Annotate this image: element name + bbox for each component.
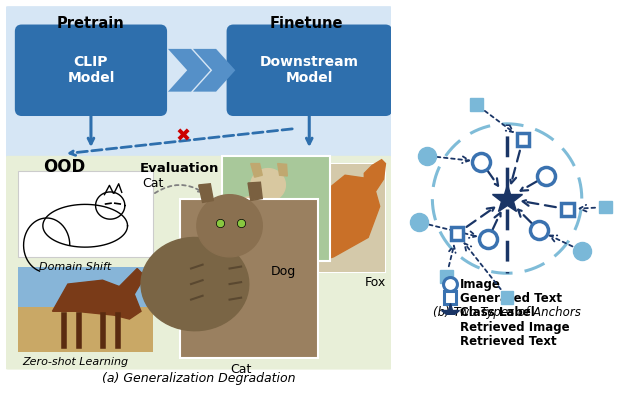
Bar: [444, 291, 456, 304]
Bar: [470, 98, 483, 111]
Text: Cat: Cat: [142, 177, 163, 190]
Text: Image: Image: [460, 278, 501, 291]
FancyBboxPatch shape: [180, 199, 318, 358]
FancyBboxPatch shape: [228, 25, 391, 115]
FancyBboxPatch shape: [18, 171, 153, 257]
Polygon shape: [197, 195, 262, 257]
Polygon shape: [193, 49, 235, 92]
Bar: [501, 291, 513, 303]
Bar: [440, 270, 453, 283]
Text: Downstream
Model: Downstream Model: [260, 55, 359, 85]
Text: Cat: Cat: [230, 362, 252, 376]
Text: CLIP
Model: CLIP Model: [67, 55, 115, 85]
Text: Retrieved Text: Retrieved Text: [460, 335, 557, 348]
FancyBboxPatch shape: [4, 6, 393, 160]
FancyBboxPatch shape: [18, 267, 153, 352]
Text: Finetune: Finetune: [270, 16, 343, 31]
Text: Generated Text: Generated Text: [460, 292, 562, 305]
Polygon shape: [114, 268, 145, 300]
Polygon shape: [251, 168, 285, 201]
Text: Dog: Dog: [271, 265, 296, 278]
Bar: [516, 133, 529, 146]
Text: Pretrain: Pretrain: [57, 16, 125, 31]
Text: OOD: OOD: [43, 158, 85, 176]
Text: Horse: Horse: [146, 270, 183, 283]
Polygon shape: [251, 163, 262, 177]
Text: ID: ID: [299, 158, 319, 176]
Text: (b) Two Types of Anchors: (b) Two Types of Anchors: [433, 306, 581, 319]
FancyBboxPatch shape: [4, 156, 393, 370]
FancyBboxPatch shape: [222, 156, 330, 261]
Polygon shape: [307, 175, 380, 265]
Bar: [599, 201, 612, 214]
Text: (a) Generalization Degradation: (a) Generalization Degradation: [102, 372, 295, 385]
Text: ✖: ✖: [176, 127, 191, 145]
Bar: [451, 227, 463, 240]
Polygon shape: [278, 163, 287, 176]
FancyBboxPatch shape: [284, 163, 386, 273]
Polygon shape: [364, 160, 386, 191]
Polygon shape: [199, 184, 213, 202]
Polygon shape: [53, 280, 141, 319]
Text: Domain Shift: Domain Shift: [39, 262, 111, 272]
Text: Class Label: Class Label: [460, 306, 535, 319]
Text: Zero-shot Learning: Zero-shot Learning: [23, 357, 128, 367]
Polygon shape: [141, 237, 249, 331]
Bar: [444, 334, 456, 347]
FancyBboxPatch shape: [16, 25, 166, 115]
Text: Retrieved Image: Retrieved Image: [460, 321, 570, 334]
Polygon shape: [168, 49, 210, 92]
Text: Evaluation: Evaluation: [140, 162, 219, 175]
Text: Fox: Fox: [365, 276, 386, 289]
Polygon shape: [226, 196, 280, 240]
Polygon shape: [248, 182, 262, 201]
Bar: [561, 203, 574, 216]
FancyBboxPatch shape: [284, 163, 386, 273]
FancyBboxPatch shape: [18, 307, 153, 352]
FancyBboxPatch shape: [18, 267, 153, 307]
